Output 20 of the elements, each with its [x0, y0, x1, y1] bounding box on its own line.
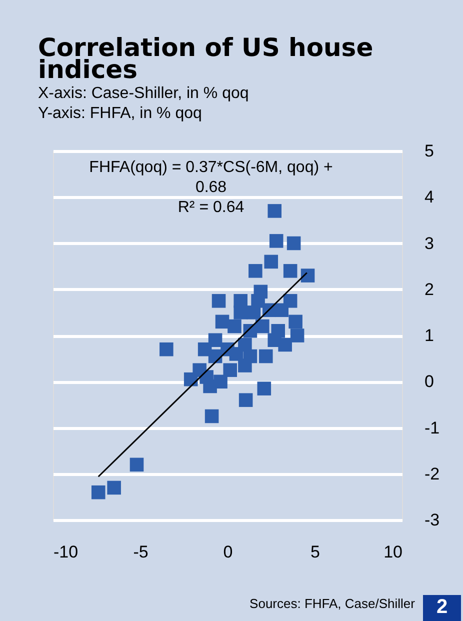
annotation: R² = 0.64: [178, 199, 244, 216]
y-axis-title: Y-axis: FHFA, in % qoq: [38, 105, 202, 122]
x-tick-label: 0: [223, 542, 233, 562]
y-tick-label: 4: [424, 188, 434, 207]
source-note: Sources: FHFA, Case/Shiller: [250, 596, 416, 611]
y-tick-label: -2: [424, 464, 440, 484]
x-tick-label: -5: [133, 542, 148, 562]
chart-title: Correlation of US house indices: [38, 33, 374, 84]
x-axis-title: X-axis: Case-Shiller, in % qoq: [38, 85, 249, 102]
y-tick-label: 5: [424, 142, 434, 160]
x-tick-label: 10: [384, 542, 402, 562]
y-tick-label: 3: [424, 234, 434, 253]
y-tick-label: -3: [424, 510, 440, 530]
x-tick-label: 5: [310, 542, 320, 562]
x-tick-label: -10: [54, 542, 78, 562]
y-tick-label: 1: [424, 326, 434, 345]
y-tick-label: 2: [424, 280, 434, 299]
y-tick-label: -1: [424, 418, 440, 438]
y-tick-label: 0: [424, 372, 434, 392]
annotation: FHFA(qoq) = 0.37*CS(-6M, qoq) + 0.68: [89, 159, 333, 196]
